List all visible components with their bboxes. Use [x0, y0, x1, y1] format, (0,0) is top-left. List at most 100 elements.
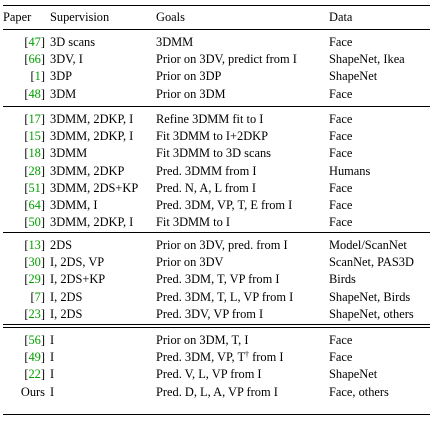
table-row: [18] 3DMM Fit 3DMM to 3D scans Face	[3, 145, 430, 162]
data-cell: Birds	[329, 272, 356, 287]
citation-link[interactable]: 66	[28, 52, 41, 67]
citation-link[interactable]: 48	[28, 86, 41, 101]
citation-link[interactable]: 17	[28, 112, 41, 126]
goals-cell: Pred. D, L, A, VP from I	[156, 384, 278, 399]
paper-citation: [66]	[24, 52, 45, 67]
bottom-rule	[3, 414, 430, 416]
citation-link[interactable]: 28	[28, 163, 41, 178]
supervision-cell: I	[50, 350, 55, 365]
citation-link[interactable]: 7	[34, 289, 41, 304]
header-paper: Paper	[3, 10, 32, 24]
paper-citation: [47]	[24, 35, 45, 49]
table-row: [13] 2DS Prior on 3DV, pred. from I Model/S…	[3, 237, 430, 254]
supervision-cell: I, 2DS+KP	[50, 272, 106, 287]
goals-cell: Pred. 3DM, VP, T† from I	[156, 350, 284, 365]
data-cell: Face	[329, 215, 353, 230]
goals-cell: Pred. V, L, VP from I	[156, 367, 262, 382]
supervision-cell: I, 2DS	[50, 289, 83, 304]
supervision-cell: I	[50, 367, 55, 382]
header-supervision: Supervision	[50, 10, 110, 24]
table-row: [23] I, 2DS Pred. 3DV, VP from I ShapeNet, …	[3, 306, 430, 323]
supervision-cell: 3D scans	[50, 35, 96, 49]
goals-cell: Pred. 3DM, T, L, VP from I	[156, 289, 294, 304]
top-rule	[3, 5, 430, 7]
paper-citation: [17]	[24, 112, 45, 126]
table-row: [64] 3DMM, I Pred. 3DM, VP, T, E from I Fac…	[3, 197, 430, 214]
citation-link[interactable]: 1	[34, 69, 41, 84]
table-row: [15] 3DMM, 2DKP, I Fit 3DMM to I+2DKP Face	[3, 128, 430, 145]
paper-citation: [48]	[24, 86, 45, 101]
citation-link[interactable]: 50	[28, 215, 41, 230]
data-cell: Face	[329, 180, 353, 195]
goals-cell: Prior on 3DM	[156, 86, 226, 101]
citation-link[interactable]: 30	[28, 255, 41, 270]
table-row: [17] 3DMM, 2DKP, I Refine 3DMM fit to I Fac…	[3, 111, 430, 128]
data-cell: Face, others	[329, 384, 389, 399]
supervision-cell: 3DMM, I	[50, 198, 98, 212]
paper-citation: [50]	[24, 215, 45, 230]
goals-cell: Pred. N, A, L from I	[156, 180, 257, 195]
data-cell: Face	[329, 350, 353, 365]
group-rule-2	[3, 232, 430, 233]
paper-citation: [56]	[24, 333, 45, 347]
supervision-cell: 3DMM, 2DS+KP	[50, 180, 139, 195]
table-row: [28] 3DMM, 2DKP Pred. 3DMM from I Humans	[3, 163, 430, 180]
paper-citation: [15]	[24, 129, 45, 144]
table-row: [29] I, 2DS+KP Pred. 3DM, T, VP from I Bird…	[3, 271, 430, 288]
paper-ours: Ours	[20, 384, 45, 399]
paper-citation: [23]	[24, 306, 45, 321]
header-rule	[3, 29, 430, 30]
table-row: [7] I, 2DS Pred. 3DM, T, L, VP from I Shape…	[3, 289, 430, 306]
citation-link[interactable]: 13	[28, 238, 41, 252]
supervision-cell: I, 2DS, VP	[50, 255, 105, 270]
citation-link[interactable]: 23	[28, 306, 41, 321]
supervision-cell: 3DM	[50, 86, 77, 101]
supervision-cell: I	[50, 333, 55, 347]
data-cell: Face	[329, 112, 353, 126]
supervision-cell: I, 2DS	[50, 306, 83, 321]
table-row: [50] 3DMM, 2DKP, I Fit 3DMM to I Face	[3, 214, 430, 231]
group-rule-1	[3, 106, 430, 107]
data-cell: ShapeNet, others	[329, 306, 414, 321]
table-row-ours: Ours I Pred. D, L, A, VP from I Face, other…	[3, 384, 430, 401]
paper-citation: [49]	[24, 350, 45, 365]
table-row: [48] 3DM Prior on 3DM Face	[3, 86, 430, 103]
supervision-cell: 3DMM, 2DKP, I	[50, 129, 134, 144]
goals-cell: 3DMM	[156, 35, 194, 49]
goals-cell: Prior on 3DV, pred. from I	[156, 238, 288, 252]
goals-cell: Prior on 3DM, T, I	[156, 333, 249, 347]
citation-link[interactable]: 15	[28, 129, 41, 144]
supervision-cell: I	[50, 384, 55, 399]
table-row: [22] I Pred. V, L, VP from I ShapeNet	[3, 366, 430, 383]
citation-link[interactable]: 22	[28, 367, 41, 382]
paper-citation: [13]	[24, 238, 45, 252]
citation-link[interactable]: 18	[28, 146, 41, 161]
goals-cell: Pred. 3DM, VP, T, E from I	[156, 198, 293, 212]
goals-cell: Pred. 3DMM from I	[156, 163, 257, 178]
table-row: [56] I Prior on 3DM, T, I Face	[3, 332, 430, 349]
citation-link[interactable]: 64	[28, 198, 41, 212]
table-row: [1] 3DP Prior on 3DP ShapeNet	[3, 68, 430, 85]
supervision-cell: 3DV, I	[50, 52, 83, 67]
citation-link[interactable]: 29	[28, 272, 41, 287]
table-row: [49] I Pred. 3DM, VP, T† from I Face	[3, 349, 430, 366]
paper-citation: [30]	[24, 255, 45, 270]
citation-link[interactable]: 49	[28, 350, 41, 365]
paper-citation: [29]	[24, 272, 45, 287]
citation-link[interactable]: 47	[28, 35, 41, 49]
citation-link[interactable]: 51	[28, 180, 41, 195]
data-cell: Face	[329, 129, 353, 144]
paper-citation: [1]	[30, 69, 45, 84]
paper-citation: [18]	[24, 146, 45, 161]
double-rule-a	[3, 324, 430, 325]
data-cell: Model/ScanNet	[329, 238, 407, 252]
paper-citation: [64]	[24, 198, 45, 212]
supervision-cell: 2DS	[50, 238, 73, 252]
data-cell: ScanNet, PAS3D	[329, 255, 414, 270]
supervision-cell: 3DP	[50, 69, 73, 84]
data-cell: ShapeNet, Ikea	[329, 52, 405, 67]
goals-cell: Refine 3DMM fit to I	[156, 112, 264, 126]
citation-link[interactable]: 56	[28, 333, 41, 347]
goals-cell: Prior on 3DV, predict from I	[156, 52, 297, 67]
header-row: Paper Supervision Goals Data	[3, 9, 430, 26]
